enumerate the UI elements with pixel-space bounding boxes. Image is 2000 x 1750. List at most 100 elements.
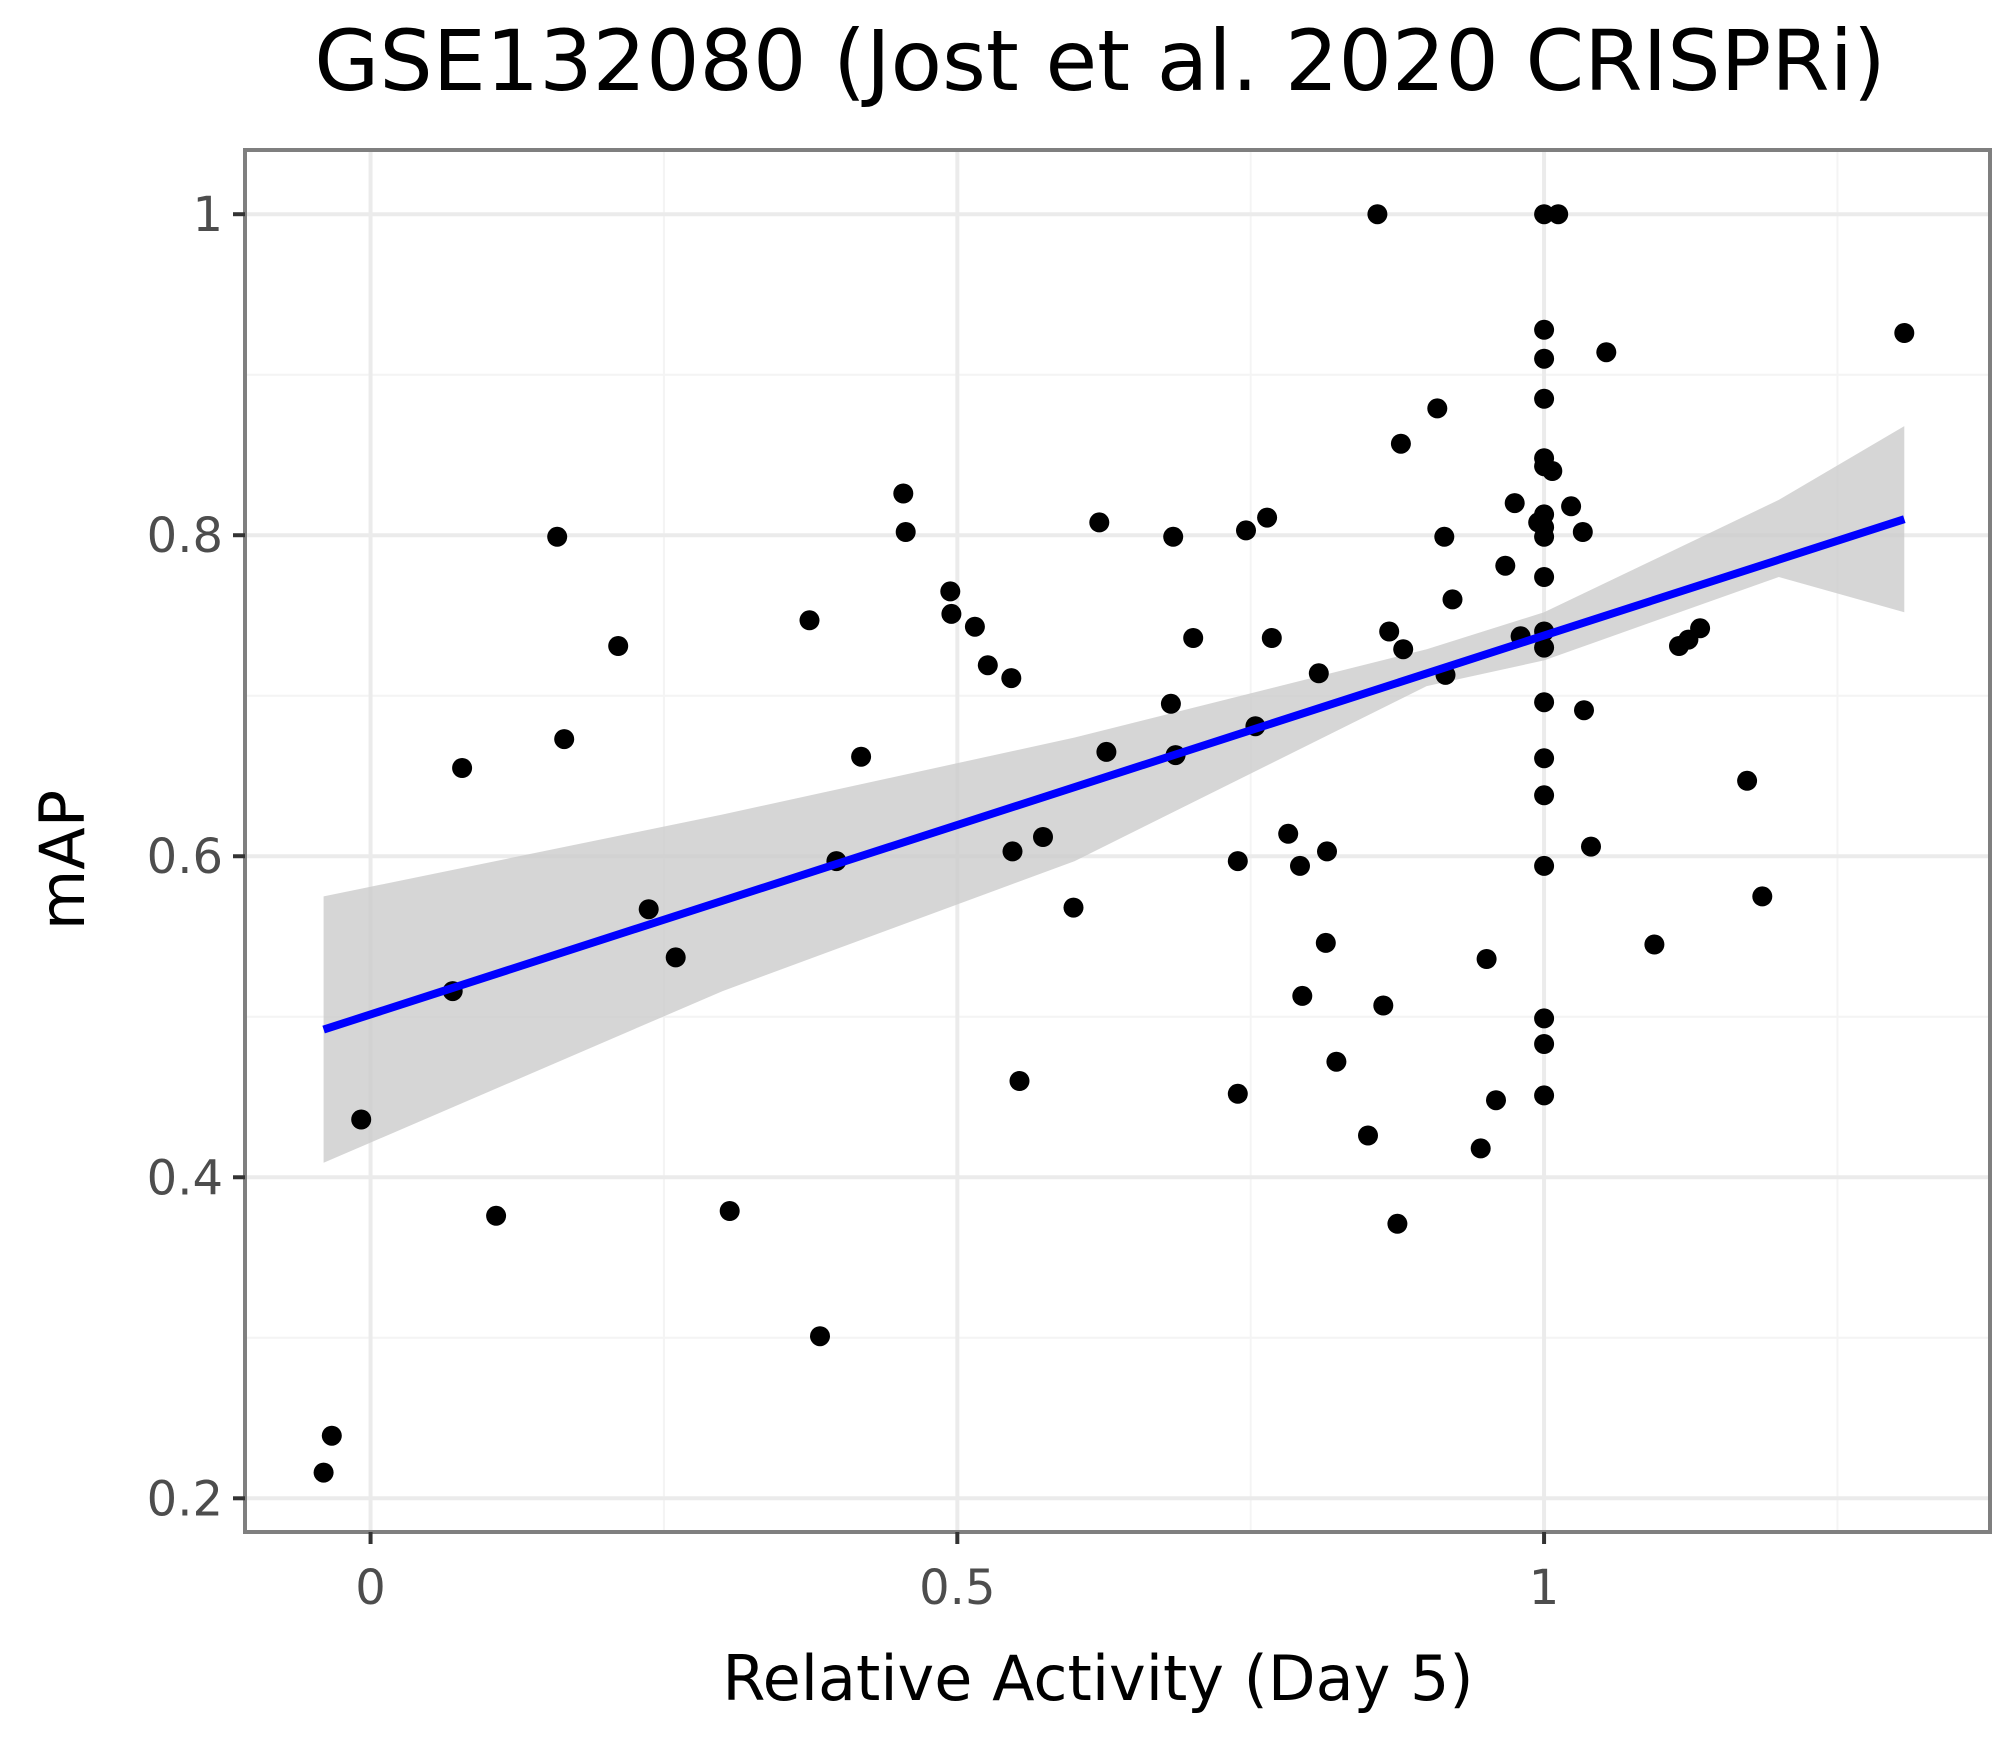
data-point bbox=[1504, 493, 1525, 514]
data-point bbox=[799, 610, 820, 631]
data-point bbox=[608, 636, 629, 656]
data-point bbox=[1373, 995, 1394, 1016]
grid bbox=[245, 150, 1990, 1532]
data-point bbox=[810, 1326, 830, 1347]
fit-line-layer bbox=[322, 515, 1906, 1034]
data-point bbox=[1534, 1034, 1555, 1054]
data-point bbox=[1315, 932, 1336, 953]
data-point bbox=[1096, 741, 1117, 762]
data-point bbox=[313, 1462, 334, 1483]
data-point bbox=[964, 616, 985, 637]
data-point bbox=[1236, 520, 1256, 541]
y-axis-label: mAP bbox=[26, 790, 99, 930]
x-tick-label: 0.5 bbox=[919, 1560, 995, 1616]
data-point bbox=[1470, 1138, 1491, 1159]
data-point bbox=[452, 758, 473, 778]
data-point bbox=[1183, 628, 1204, 648]
confidence-band bbox=[323, 426, 1905, 1163]
data-point bbox=[1063, 897, 1084, 918]
data-point bbox=[719, 1201, 740, 1221]
chart-title: GSE132080 (Jost et al. 2020 CRISPRi) bbox=[314, 12, 1885, 110]
y-tick-label: 1 bbox=[192, 187, 223, 243]
data-point bbox=[1393, 639, 1414, 660]
data-point bbox=[1278, 823, 1299, 844]
data-point bbox=[1317, 841, 1337, 862]
data-point bbox=[1367, 204, 1388, 225]
data-point bbox=[851, 746, 872, 767]
data-point bbox=[1326, 1051, 1347, 1072]
data-point bbox=[1534, 785, 1555, 806]
data-point bbox=[1033, 827, 1053, 847]
data-point bbox=[1534, 388, 1555, 409]
data-point bbox=[1442, 589, 1463, 610]
data-point bbox=[1261, 628, 1282, 648]
data-point bbox=[547, 526, 568, 547]
data-point bbox=[1894, 323, 1915, 343]
confidence-band-layer bbox=[323, 426, 1905, 1163]
x-tick-label: 0 bbox=[355, 1560, 386, 1616]
data-point bbox=[1495, 555, 1516, 576]
x-axis-label: Relative Activity (Day 5) bbox=[722, 1642, 1473, 1715]
y-tick-label: 0.6 bbox=[147, 829, 223, 885]
data-point bbox=[1160, 693, 1181, 714]
y-axis: 0.2 0.4 0.6 0.8 1 bbox=[147, 187, 245, 1527]
data-point bbox=[1257, 507, 1278, 528]
y-tick-label: 0.8 bbox=[147, 508, 223, 564]
data-point bbox=[1387, 1213, 1408, 1234]
data-point bbox=[1596, 342, 1617, 363]
data-point bbox=[1548, 204, 1569, 225]
data-point bbox=[1476, 949, 1497, 969]
data-point bbox=[1690, 618, 1711, 639]
data-point bbox=[638, 899, 659, 920]
data-point bbox=[1379, 621, 1400, 642]
data-point bbox=[1534, 855, 1555, 876]
data-point bbox=[1534, 204, 1555, 225]
data-point bbox=[1308, 663, 1329, 684]
data-point bbox=[665, 947, 686, 968]
data-point bbox=[1534, 692, 1555, 713]
data-point bbox=[1227, 851, 1248, 872]
data-point bbox=[1644, 934, 1665, 955]
data-point bbox=[321, 1425, 342, 1446]
y-tick-label: 0.2 bbox=[147, 1471, 223, 1527]
data-point bbox=[1534, 748, 1555, 769]
data-point bbox=[554, 729, 575, 750]
data-point bbox=[1434, 526, 1455, 547]
data-point bbox=[1227, 1083, 1248, 1104]
data-point bbox=[1752, 886, 1773, 907]
data-point bbox=[1534, 319, 1555, 340]
data-point bbox=[1001, 668, 1022, 689]
data-point bbox=[1534, 1008, 1555, 1029]
data-point bbox=[1358, 1125, 1378, 1146]
data-point bbox=[895, 522, 916, 542]
data-point bbox=[1574, 700, 1594, 721]
data-point bbox=[1002, 841, 1023, 862]
data-point bbox=[941, 603, 962, 624]
data-point bbox=[1572, 522, 1593, 542]
data-point bbox=[1581, 836, 1601, 857]
data-point bbox=[486, 1205, 507, 1226]
data-point bbox=[1292, 985, 1313, 1006]
data-point bbox=[1561, 496, 1582, 517]
data-points bbox=[313, 204, 1915, 1483]
data-point bbox=[893, 483, 914, 504]
data-point bbox=[351, 1109, 372, 1130]
data-point bbox=[1009, 1071, 1030, 1091]
data-point bbox=[1290, 855, 1310, 876]
data-point bbox=[1534, 567, 1555, 587]
data-point bbox=[1737, 770, 1758, 791]
data-point bbox=[1390, 433, 1411, 454]
data-point bbox=[1163, 526, 1184, 547]
data-point bbox=[1427, 398, 1448, 419]
panel-border bbox=[243, 148, 1992, 1534]
data-point bbox=[1089, 512, 1110, 533]
x-axis: 0 0.5 1 bbox=[355, 1532, 1559, 1616]
y-tick-label: 0.4 bbox=[147, 1150, 223, 1206]
fit-line bbox=[322, 515, 1906, 1034]
data-point bbox=[1534, 348, 1555, 369]
data-point bbox=[1534, 637, 1555, 658]
data-point bbox=[1534, 1085, 1555, 1106]
x-tick-label: 1 bbox=[1529, 1560, 1560, 1616]
data-point bbox=[1542, 461, 1563, 481]
